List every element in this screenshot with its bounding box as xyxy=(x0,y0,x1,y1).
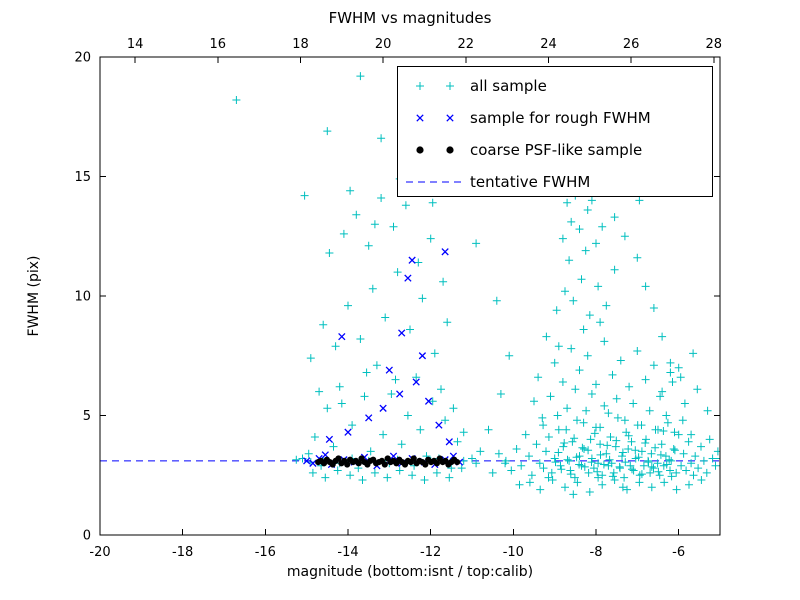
ticks xyxy=(99,56,720,536)
legend-entry-2: coarse PSF-like sample xyxy=(416,141,642,159)
legend-label: coarse PSF-like sample xyxy=(470,141,642,159)
chart-title: FWHM vs magnitudes xyxy=(328,9,492,27)
x-bottom-tick-label: -20 xyxy=(89,545,110,560)
x-bottom-tick-label: -16 xyxy=(255,545,276,560)
legend-entry-1: sample for rough FWHM xyxy=(416,109,651,127)
x-bottom-tick-label: -10 xyxy=(503,545,524,560)
legend: all sample sample for rough FWHM coarse PS… xyxy=(397,66,713,197)
x-top-tick-label: 24 xyxy=(540,37,557,52)
x-bottom-tick-label: -8 xyxy=(590,545,603,560)
x-top-tick-label: 14 xyxy=(127,37,144,52)
legend-entry-0: all sample xyxy=(416,77,547,95)
legend-entry-3: tentative FWHM xyxy=(406,173,590,191)
legend-label: all sample xyxy=(470,77,547,95)
y-tick-label: 0 xyxy=(83,529,91,544)
series-all-sample xyxy=(232,72,720,499)
legend-label: sample for rough FWHM xyxy=(470,109,651,127)
series-layer xyxy=(232,72,720,499)
x-top-tick-label: 22 xyxy=(458,37,475,52)
x-bottom-tick-label: -6 xyxy=(672,545,685,560)
x-top-tick-label: 18 xyxy=(292,37,309,52)
y-tick-label: 15 xyxy=(74,170,91,185)
legend-x-icon xyxy=(416,114,454,122)
legend-label: tentative FWHM xyxy=(470,173,590,191)
x-bottom-tick-label: -18 xyxy=(172,545,193,560)
tick-labels: -20 -18 -16 -14 -12 -10 -8 -6 14 16 18 20 22 24 26 28 0 5… xyxy=(74,37,722,560)
x-top-tick-label: 26 xyxy=(623,37,640,52)
y-tick-label: 10 xyxy=(74,290,91,305)
series-coarse-psf-like-sample xyxy=(315,455,461,468)
legend-plus-icon xyxy=(416,82,454,90)
x-top-tick-label: 20 xyxy=(375,37,392,52)
x-axis-label: magnitude (bottom:isnt / top:calib) xyxy=(286,564,534,580)
legend-dot-icon xyxy=(446,146,454,154)
y-tick-label: 20 xyxy=(74,51,91,66)
legend-dot-icon xyxy=(416,146,424,154)
x-top-tick-label: 28 xyxy=(706,37,723,52)
x-bottom-tick-label: -12 xyxy=(420,545,441,560)
y-tick-label: 5 xyxy=(83,409,91,424)
x-bottom-tick-label: -14 xyxy=(337,545,358,560)
x-top-tick-label: 16 xyxy=(210,37,227,52)
